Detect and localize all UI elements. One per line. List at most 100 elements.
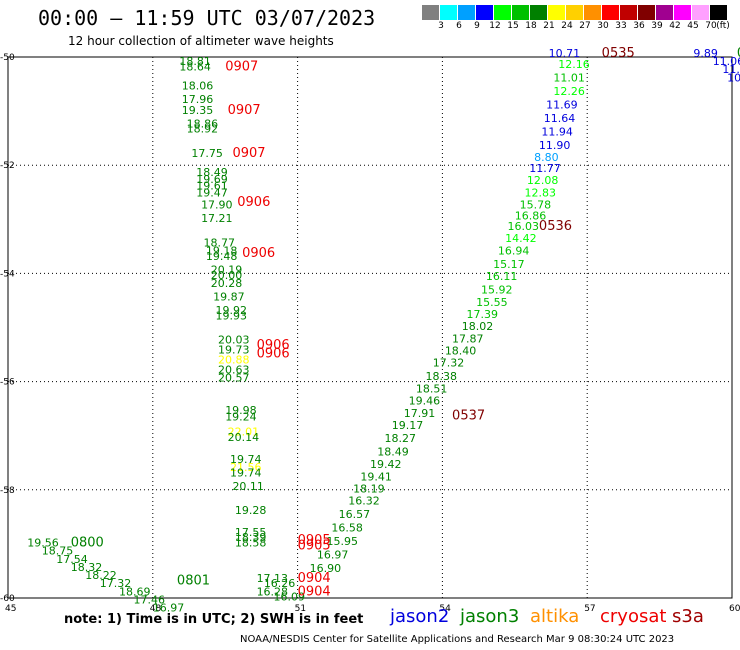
track-time-label: 0904	[298, 571, 331, 586]
wave-height-value: 22.01	[228, 426, 260, 439]
y-tick-label: -60	[0, 594, 15, 604]
legend-swatch	[638, 5, 655, 20]
wave-height-value: 19.74	[230, 466, 262, 479]
wave-height-value: 19.48	[206, 250, 238, 263]
wave-height-value: 20.28	[211, 277, 243, 290]
track-time-label: 0905	[298, 538, 331, 553]
wave-height-value: 12.16	[558, 58, 590, 71]
x-tick-label: 48	[150, 604, 162, 614]
wave-height-value: 17.90	[201, 198, 233, 211]
wave-height-value: 16.58	[331, 521, 363, 534]
wave-height-value: 19.42	[370, 458, 402, 471]
legend-swatch	[584, 5, 601, 20]
legend-label: 42	[669, 21, 681, 31]
wave-height-value: 18.39	[235, 531, 267, 544]
y-tick-label: -52	[0, 161, 15, 171]
wave-height-value: 11.77	[529, 162, 561, 175]
wave-height-value: 16.09	[273, 591, 305, 604]
satellite-jason3: jason3	[460, 606, 520, 627]
wave-height-value: 20.88	[218, 354, 250, 367]
footer-note: note: 1) Time is in UTC; 2) SWH is in fe…	[64, 612, 364, 627]
wave-height-value: 17.32	[100, 577, 132, 590]
wave-height-value: 18.02	[462, 320, 494, 333]
wave-height-value: 12.08	[527, 174, 559, 187]
wave-height-value: 12.26	[553, 85, 585, 98]
wave-height-value: 19.17	[392, 419, 424, 432]
wave-height-value: 19.46	[409, 394, 441, 407]
track-time-label: 0906	[257, 338, 290, 353]
legend-swatch	[710, 5, 727, 20]
satellite-altika: altika	[530, 606, 580, 627]
legend-label: 15	[507, 21, 519, 31]
legend-swatch	[674, 5, 691, 20]
legend-label: 18	[525, 21, 537, 31]
wave-height-value: 11.01	[553, 71, 585, 84]
legend-swatch	[476, 5, 493, 20]
wave-height-value: 18.32	[71, 561, 103, 574]
wave-height-value: 17.21	[201, 212, 233, 225]
page-subtitle: 12 hour collection of altimeter wave hei…	[68, 34, 334, 48]
wave-height-value: 17.91	[404, 407, 436, 420]
wave-height-value: 15.78	[520, 198, 552, 211]
legend-label: 3	[438, 21, 444, 31]
wave-height-value: 15.55	[476, 296, 508, 309]
wave-height-value: 16.28	[257, 585, 289, 598]
wave-height-value: 12.83	[524, 187, 556, 200]
legend-swatch	[656, 5, 673, 20]
wave-height-value: 19.41	[360, 471, 392, 484]
wave-height-value: 19.47	[196, 187, 228, 200]
wave-height-value: 20.14	[228, 431, 260, 444]
legend-label: 6	[456, 21, 462, 31]
wave-height-value: 10.71	[549, 47, 581, 60]
wave-height-value: 19.73	[218, 343, 250, 356]
wave-height-value: 16.03	[508, 220, 540, 233]
track-time-label: 0906	[237, 195, 270, 210]
track-time-label: 0535	[602, 46, 635, 61]
y-tick-label: -58	[0, 486, 15, 496]
wave-height-value: 11.64	[544, 112, 576, 125]
legend-swatch	[566, 5, 583, 20]
wave-height-value: 20.00	[211, 269, 243, 282]
wave-height-value: 14.42	[505, 232, 537, 245]
wave-height-value: 19.92	[216, 304, 248, 317]
wave-height-value: 17.55	[235, 526, 267, 539]
legend-label: 21	[543, 21, 555, 31]
track-time-label: 0	[737, 46, 740, 61]
legend-swatch	[620, 5, 637, 20]
wave-height-value: 19.93	[216, 309, 248, 322]
legend-swatch	[458, 5, 475, 20]
legend-swatch	[530, 5, 547, 20]
wave-height-value: 9.89	[693, 47, 718, 60]
legend-label: 30	[597, 21, 609, 31]
wave-height-value: 18.69	[119, 585, 151, 598]
footer-credit: NOAA/NESDIS Center for Satellite Applica…	[240, 634, 675, 645]
wave-height-value: 17.75	[191, 147, 223, 160]
legend-label: 39	[651, 21, 663, 31]
wave-height-value: 16.94	[498, 244, 530, 257]
track-time-label: 0905	[298, 533, 331, 548]
wave-height-value: 21.56	[230, 461, 262, 474]
wave-height-value: 10.	[727, 71, 740, 84]
y-tick-label: -56	[0, 378, 15, 388]
x-tick-label: 60	[729, 604, 740, 614]
wave-height-value: 16.32	[348, 494, 380, 507]
wave-height-value: 20.03	[218, 334, 250, 347]
wave-height-value: 17.13	[257, 572, 289, 585]
wave-height-value: 20.57	[218, 372, 250, 385]
wave-height-value: 16.97	[153, 602, 185, 615]
wave-height-value: 8.80	[534, 151, 559, 164]
wave-height-value: 17.46	[133, 593, 165, 606]
wave-height-value: 18.86	[187, 117, 219, 130]
wave-height-value: 19.98	[225, 404, 257, 417]
wave-height-value: 19.28	[235, 504, 267, 517]
track-time-label: 0907	[232, 146, 265, 161]
track-time-label: 0907	[228, 103, 261, 118]
wave-height-value: 16.97	[317, 549, 349, 562]
legend-label: 33	[615, 21, 627, 31]
x-tick-label: 54	[439, 604, 451, 614]
wave-height-value: 18.49	[377, 446, 409, 459]
page-title: 00:00 – 11:59 UTC 03/07/2023	[38, 6, 376, 30]
wave-height-value: 19.69	[196, 173, 228, 186]
wave-height-value: 11.06	[713, 55, 740, 68]
